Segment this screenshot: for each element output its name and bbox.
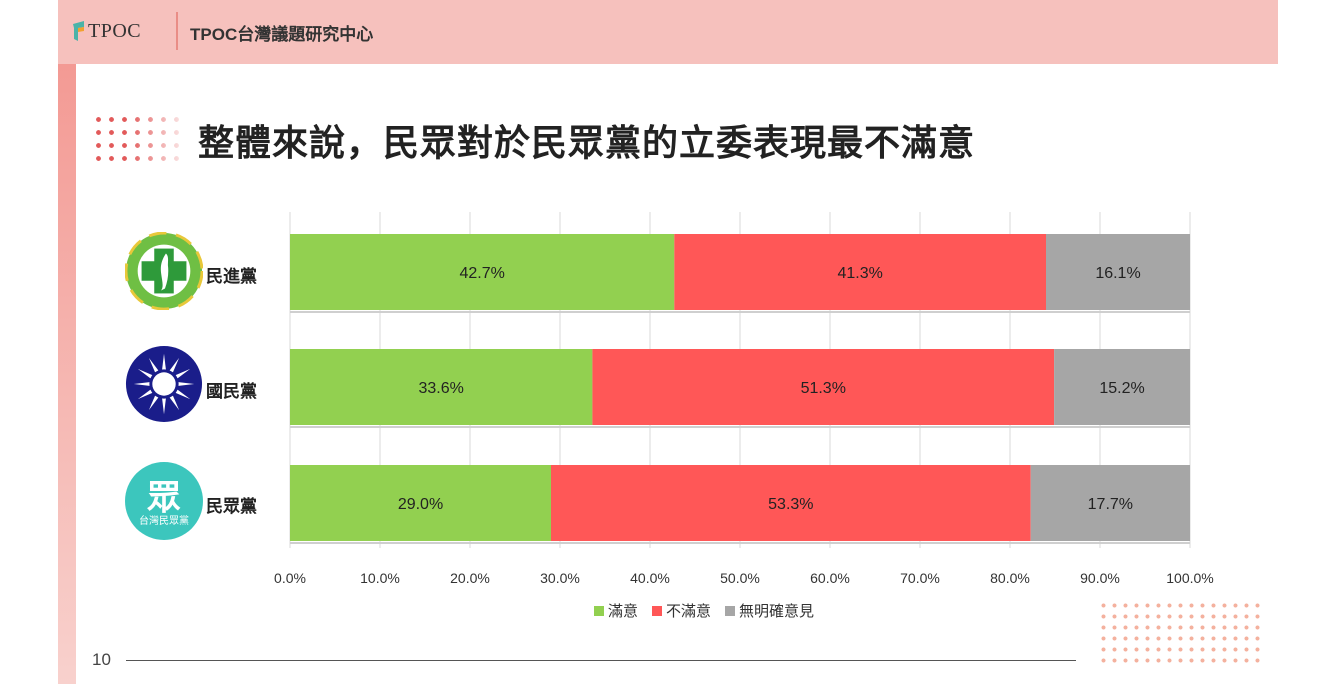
kmt-sun-ray: [148, 357, 159, 373]
bar-segment: [592, 349, 1055, 425]
legend-swatch-no-opinion: [725, 605, 736, 616]
footer-divider: [126, 660, 1076, 661]
kmt-sun-ray: [148, 395, 159, 411]
x-tick-label: 80.0%: [990, 570, 1030, 586]
x-tick-label: 0.0%: [274, 570, 306, 586]
legend-swatch-satisfied: [594, 605, 604, 616]
logo-text: TPOC: [88, 19, 142, 42]
decorative-dots-bottom-right: [1098, 600, 1260, 664]
dpp-emblem-icon: [125, 232, 203, 310]
data-label: 29.0%: [398, 496, 443, 513]
kmt-sun-ray: [175, 389, 191, 400]
x-tick-label: 100.0%: [1166, 570, 1213, 586]
header-bar: [58, 0, 1278, 64]
chart-legend: 滿意 不滿意 無明確意見: [594, 600, 814, 621]
legend-label-no-opinion: 無明確意見: [739, 603, 815, 620]
bar-segment: [1030, 465, 1190, 541]
bar-segment: [290, 465, 551, 541]
kmt-sun-ray: [169, 357, 180, 373]
tpp-logo-glyph: 眾: [147, 479, 181, 517]
kmt-sun-ray: [175, 368, 191, 379]
kmt-sun-ray: [133, 382, 150, 386]
kmt-sun-ray: [162, 398, 166, 415]
category-label-tpp: 民眾黨: [206, 497, 257, 516]
tpoc-logo-icon: [73, 21, 84, 41]
kmt-sun-ray: [137, 389, 153, 400]
kmt-sun-ray: [169, 395, 180, 411]
data-label: 17.7%: [1088, 496, 1133, 513]
bar-segment: [551, 465, 1031, 541]
org-name: TPOC台灣議題研究中心: [190, 25, 374, 44]
x-tick-label: 10.0%: [360, 570, 400, 586]
header-separator: [176, 12, 178, 50]
data-label: 16.1%: [1095, 265, 1140, 282]
legend-swatch-dissatisfied: [652, 605, 663, 616]
data-label: 15.2%: [1099, 380, 1144, 397]
x-tick-label: 60.0%: [810, 570, 850, 586]
left-accent-strip: [58, 64, 76, 684]
x-tick-label: 90.0%: [1080, 570, 1120, 586]
category-label-kmt: 國民黨: [206, 382, 257, 401]
data-label: 41.3%: [837, 265, 882, 282]
data-label: 42.7%: [459, 265, 504, 282]
page-number: 10: [92, 650, 111, 669]
data-label: 53.3%: [768, 496, 813, 513]
legend-label-dissatisfied: 不滿意: [666, 603, 712, 620]
tpp-logo-subtext: 台灣民眾黨: [139, 516, 189, 527]
kmt-sun-ray: [178, 382, 195, 386]
legend-item-no-opinion: 無明確意見: [725, 600, 814, 621]
legend-label-satisfied: 滿意: [608, 603, 639, 620]
x-tick-label: 40.0%: [630, 570, 670, 586]
tpp-emblem-icon: 眾 台灣民眾黨: [125, 462, 203, 540]
decorative-dots-top-left: [92, 113, 182, 161]
legend-item-dissatisfied: 不滿意: [652, 600, 711, 621]
data-label: 33.6%: [419, 380, 464, 397]
page-title: 整體來說，民眾對於民眾黨的立委表現最不滿意: [198, 122, 976, 163]
x-tick-label: 50.0%: [720, 570, 760, 586]
legend-item-satisfied: 滿意: [594, 600, 638, 621]
bar-segment: [1054, 349, 1190, 425]
bar-segment: [674, 234, 1046, 310]
kmt-sun-ray: [162, 353, 166, 370]
bar-segment: [1046, 234, 1190, 310]
x-tick-label: 20.0%: [450, 570, 490, 586]
x-tick-label: 30.0%: [540, 570, 580, 586]
bar-segment: [290, 234, 675, 310]
category-label-dpp: 民進黨: [206, 267, 257, 286]
tpoc-logo: TPOC: [72, 14, 141, 48]
kmt-emblem-icon: [125, 345, 203, 423]
bar-segment: [290, 349, 593, 425]
data-label: 51.3%: [801, 380, 846, 397]
x-tick-label: 70.0%: [900, 570, 940, 586]
kmt-sun-ray: [137, 368, 153, 379]
